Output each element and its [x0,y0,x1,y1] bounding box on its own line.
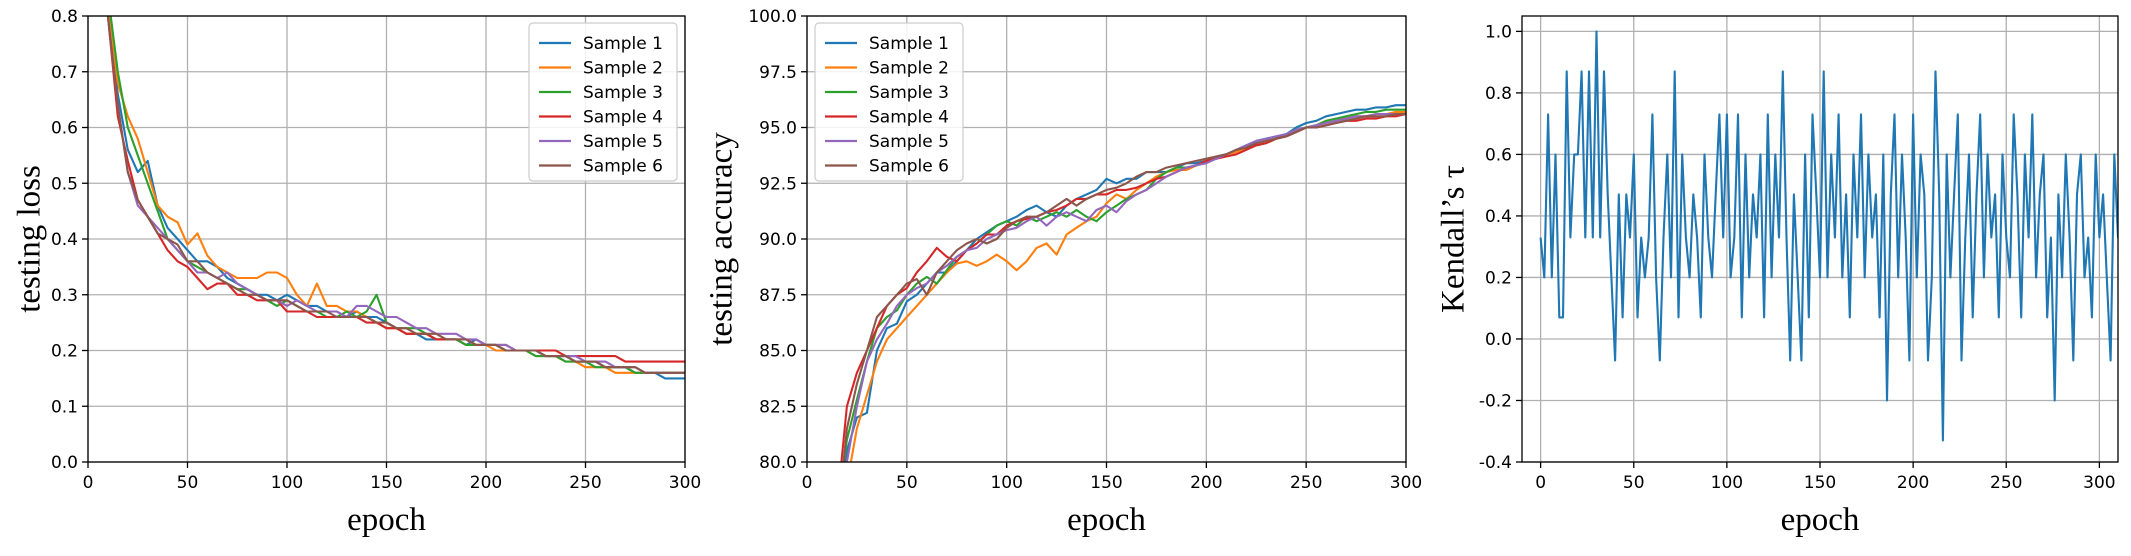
x-tick-label: 150 [1090,473,1122,493]
y-tick-label: 90.0 [759,230,797,250]
series-group-loss [106,16,685,380]
y-tick-label: 0.1 [51,397,78,417]
x-tick-label: 0 [83,473,94,493]
y-tick-label: 97.5 [759,63,797,83]
x-tick-label: 100 [990,473,1022,493]
x-tick-label: 50 [896,473,918,493]
legend-label: Sample 2 [869,59,949,79]
legend-label: Sample 1 [583,34,663,54]
y-tick-label: 85.0 [759,342,797,362]
x-axis-label: epoch [347,502,426,538]
series-group-kendall [1539,30,2118,442]
legend-label: Sample 1 [869,34,949,54]
series-line-sample-6 [842,113,1406,462]
series-line-sample-5 [845,113,1406,462]
legend-label: Sample 5 [869,132,949,152]
legend-label: Sample 5 [583,132,663,152]
y-tick-label: 0.0 [1485,330,1512,350]
legend-label: Sample 4 [583,108,663,128]
legend-label: Sample 6 [869,157,949,177]
legend-accuracy: Sample 1 Sample 2 Sample 3 Sample 4 Sample 5… [814,22,964,182]
legend-label: Sample 3 [583,83,663,103]
x-tick-label: 200 [470,473,502,493]
x-tick-label: 250 [1990,473,2022,493]
x-tick-label: 200 [1190,473,1222,493]
y-tick-label: -0.4 [1479,453,1512,473]
series-line-sample-1 [1539,30,2118,442]
x-tick-label: 100 [271,473,303,493]
y-axis-label: Kendall’s τ [1436,165,1472,313]
x-axis-label: epoch [1781,502,1860,538]
x-tick-label: 0 [802,473,813,493]
legend-label: Sample 2 [583,59,663,79]
y-tick-label: 0.6 [51,119,78,139]
y-tick-label: 0.8 [1485,84,1512,104]
series-line-sample-6 [106,16,685,374]
y-tick-label: 0.7 [51,63,78,83]
y-tick-label: 80.0 [759,453,797,473]
legend-label: Sample 6 [583,157,663,177]
y-tick-label: 0.4 [1485,207,1512,227]
x-tick-label: 150 [1804,473,1836,493]
x-tick-label: 250 [569,473,601,493]
series-line-sample-4 [106,16,685,363]
y-tick-label: 0.8 [51,7,78,27]
chart-loss: 0 50 100 150 200 250 300 0.0 0.1 0.2 0.3 0.4 0.5 0.6 0… [12,7,702,538]
y-tick-label: 0.5 [51,174,78,194]
legend-label: Sample 4 [869,108,949,128]
x-tick-label: 300 [2083,473,2115,493]
y-tick-label: 95.0 [759,119,797,139]
y-tick-label: 0.2 [51,342,78,362]
y-tick-label: 0.0 [51,453,78,473]
x-tick-label: 0 [1535,473,1546,493]
y-tick-label: 0.4 [51,230,78,250]
legend-loss: Sample 1 Sample 2 Sample 3 Sample 4 Sample 5… [528,22,678,182]
y-tick-label: 87.5 [759,286,797,306]
y-axis-label: testing accuracy [704,132,740,346]
x-tick-label: 200 [1897,473,1929,493]
y-tick-label: 0.3 [51,286,78,306]
x-tick-label: 50 [1623,473,1645,493]
y-tick-label: 0.2 [1485,268,1512,288]
x-tick-label: 50 [177,473,199,493]
y-tick-label: -0.2 [1479,391,1512,411]
chart-kendall: 0 50 100 150 200 250 300 -0.4 -0.2 0.0 0.2 0.4 0.6 0.… [1436,15,2119,538]
y-tick-label: 0.6 [1485,145,1512,165]
x-tick-label: 150 [370,473,402,493]
x-axis-label: epoch [1067,502,1146,538]
y-tick-label: 92.5 [759,174,797,194]
y-axis-label: testing loss [12,165,48,313]
series-group-accuracy [840,104,1406,462]
x-tick-label: 300 [669,473,701,493]
x-tick-label: 100 [1711,473,1743,493]
x-tick-label: 250 [1290,473,1322,493]
chart-accuracy: 0 50 100 150 200 250 300 80.0 82.5 85.0 87.5 90.0 92… [704,7,1423,538]
y-tick-label: 100.0 [748,7,797,27]
legend-label: Sample 3 [869,83,949,103]
y-tick-label: 1.0 [1485,22,1512,42]
y-tick-label: 82.5 [759,397,797,417]
x-tick-label: 300 [1390,473,1422,493]
